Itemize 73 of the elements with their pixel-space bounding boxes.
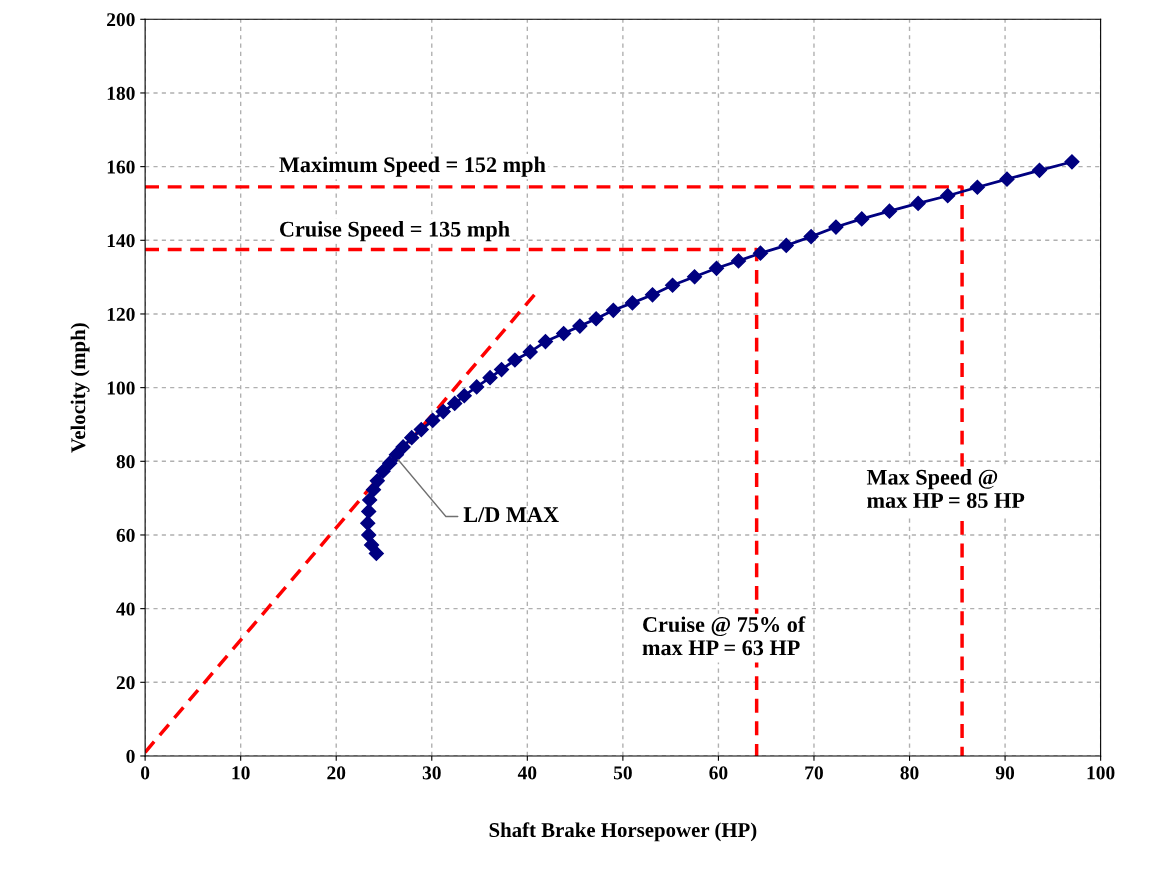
- point: [413, 422, 429, 438]
- point: [435, 404, 451, 420]
- point: [388, 447, 404, 463]
- point: [624, 295, 641, 311]
- point: [969, 179, 985, 195]
- point: [361, 527, 377, 543]
- x-tick-label: 40: [517, 766, 537, 780]
- point: [482, 370, 498, 386]
- point: [456, 388, 472, 404]
- point: [1031, 162, 1048, 178]
- x-tick-label: 20: [327, 766, 346, 780]
- point: [778, 237, 794, 254]
- point: [940, 188, 956, 204]
- annotation: Maximum Speed = 152 mph: [279, 156, 546, 177]
- point: [708, 260, 725, 276]
- x-tick-label: 0: [141, 766, 150, 780]
- y-axis-title: Velocity (mph): [70, 323, 90, 453]
- point: [361, 503, 377, 519]
- y-tick-label: 140: [107, 234, 135, 248]
- y-tick-label: 20: [116, 676, 135, 690]
- point: [556, 325, 572, 342]
- x-tick-label: 10: [232, 766, 250, 780]
- point: [1064, 154, 1080, 170]
- x-tick-label: 30: [422, 766, 441, 780]
- y-tick-label: 0: [126, 749, 135, 763]
- annotation: L/D MAX: [463, 507, 559, 523]
- point: [382, 455, 398, 471]
- point: [447, 395, 463, 412]
- point: [686, 269, 703, 285]
- point: [999, 171, 1015, 187]
- point: [588, 311, 604, 327]
- point: [375, 463, 391, 479]
- point: [360, 515, 376, 531]
- point: [507, 352, 523, 368]
- x-tick-label: 90: [995, 766, 1015, 780]
- point: [605, 302, 621, 318]
- point: [752, 245, 769, 261]
- x-tick-label: 50: [613, 766, 632, 780]
- point: [730, 253, 747, 269]
- y-tick-label: 160: [107, 160, 135, 174]
- point: [537, 334, 554, 350]
- point: [644, 287, 661, 303]
- point: [362, 492, 378, 508]
- point: [522, 344, 538, 360]
- y-tick-label: 120: [107, 307, 135, 321]
- x-tick-label: 70: [805, 766, 823, 780]
- x-tick-label: 100: [1087, 766, 1115, 780]
- point: [395, 439, 411, 455]
- point: [803, 229, 819, 245]
- y-tick-label: 100: [107, 381, 135, 395]
- annotation: Max Speed @ max HP = 85 HP: [866, 469, 1025, 508]
- point: [425, 412, 441, 428]
- point: [369, 473, 385, 489]
- y-tick-label: 180: [107, 86, 135, 100]
- annotation: Cruise @ 75% of max HP = 63 HP: [642, 616, 806, 656]
- y-tick-label: 80: [116, 455, 135, 469]
- x-tick-label: 80: [900, 766, 919, 780]
- point: [364, 537, 380, 553]
- point: [881, 203, 898, 219]
- y-tick-label: 60: [116, 528, 135, 542]
- annotation: Cruise Speed = 135 mph: [279, 221, 510, 242]
- point: [828, 219, 844, 235]
- x-axis-title: Shaft Brake Horsepower (HP): [489, 822, 757, 842]
- point: [493, 362, 510, 378]
- point: [404, 430, 420, 446]
- y-tick-label: 200: [107, 13, 135, 27]
- x-tick-label: 60: [709, 766, 728, 780]
- point: [854, 211, 870, 227]
- point: [910, 195, 926, 212]
- point: [469, 379, 485, 395]
- point: [664, 277, 681, 293]
- point: [572, 318, 588, 334]
- y-tick-label: 40: [116, 602, 135, 616]
